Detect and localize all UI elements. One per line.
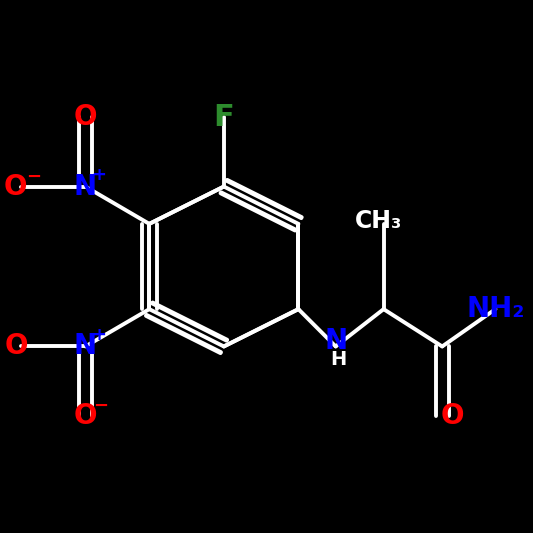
Text: O: O <box>4 333 28 360</box>
Text: CH₃: CH₃ <box>354 209 402 233</box>
Text: +: + <box>91 326 106 344</box>
Text: −: − <box>26 168 41 186</box>
Text: N: N <box>74 173 97 200</box>
Text: O: O <box>74 103 97 131</box>
Text: NH₂: NH₂ <box>466 295 524 323</box>
Text: N: N <box>324 327 347 355</box>
Text: F: F <box>214 103 234 132</box>
Text: H: H <box>330 350 346 369</box>
Text: −: − <box>93 397 108 415</box>
Text: O: O <box>3 173 27 200</box>
Text: O: O <box>441 402 465 430</box>
Text: O: O <box>74 402 97 430</box>
Text: +: + <box>91 166 106 184</box>
Text: N: N <box>74 333 97 360</box>
